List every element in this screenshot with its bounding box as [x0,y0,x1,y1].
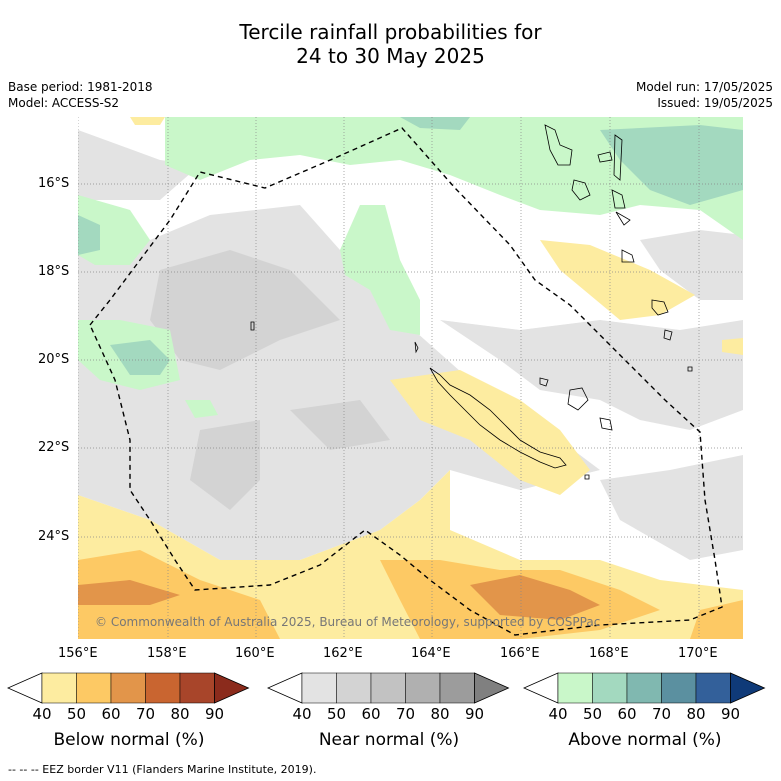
above-normal-region-tiny [185,400,218,418]
above-normal-region-north [165,117,743,240]
lon-label-168e: 168°E [589,646,629,661]
vanuatu-coast-2 [571,134,623,201]
colorbar-above-title: Above normal (%) [568,730,722,750]
colorbar-above-min-arrow [523,672,559,704]
chart-title-line2: 24 to 30 May 2025 [296,44,485,68]
colorbar-near-tick: 60 [361,705,381,723]
above-normal-region-northeast-strong [600,125,743,205]
base-period: Base period: 1981-2018 [8,80,153,94]
near-normal-region-south [600,455,743,560]
colorbar-above-tick: 80 [686,705,706,723]
near-normal-deep-1 [150,250,340,370]
copyright-notice: © Commonwealth of Australia 2025, Bureau… [95,615,601,629]
near-normal-deep-2 [190,420,260,510]
colorbar-above-tick: 90 [720,705,741,723]
lat-label-20s: 20°S [38,352,70,367]
colorbar-below-tick: 40 [32,705,52,723]
colorbar-below-tick: 80 [170,705,190,723]
above-normal-region-central [340,205,420,335]
colorbar-near-min-arrow [267,672,303,704]
new-caledonia-coast [429,367,567,469]
colorbar-below-title: Below normal (%) [53,730,205,750]
colorbar-above-segment [626,672,662,704]
colorbar-below-segment [76,672,112,704]
chart-title-line1: Tercile rainfall probabilities for [239,20,542,44]
colorbar-near-segment [439,672,475,704]
colorbar-below-min-arrow [7,672,43,704]
colorbar-above-max-arrow [730,672,766,704]
below-normal-region-south-mid [78,550,280,639]
lat-label-24s: 24°S [38,529,70,544]
colorbar-near-max-arrow [474,672,510,704]
colorbar-above-segment [695,672,731,704]
below-normal-region-strong-1 [78,580,180,605]
lon-label-162e: 162°E [323,646,363,661]
vanuatu-coast-1 [544,124,573,166]
colorbar-near-segment [370,672,406,704]
model-run: Model run: 17/05/2025 [635,80,773,94]
colorbar-below-tick: 90 [204,705,225,723]
colorbar-below-tick: 50 [66,705,87,723]
above-normal-region-north-strong [400,117,470,130]
below-normal-region-corner [690,600,743,639]
below-normal-region-small [722,338,743,355]
colorbar-below-tick: 70 [135,705,156,723]
vanuatu-coast-4 [651,299,673,341]
colorbar-near-title: Near normal (%) [318,730,460,750]
colorbar-above-tick: 60 [617,705,637,723]
colorbar-group [7,672,766,704]
colorbar-near-tick: 40 [292,705,312,723]
lat-label-22s: 22°S [38,440,70,455]
colorbar-above-tick: 70 [651,705,672,723]
lat-label-18s: 18°S [38,264,70,279]
eez-border [89,127,723,636]
colorbar-near-segment [301,672,337,704]
lat-label-16s: 16°S [38,176,70,191]
colorbar-below-segment [41,672,77,704]
below-normal-region-vanuatu [540,240,695,320]
lon-label-166e: 166°E [500,646,540,661]
model-name: Model: ACCESS-S2 [8,96,120,110]
lon-label-170e: 170°E [678,646,718,661]
vanuatu-coast-3 [611,189,635,263]
near-normal-region-east [440,320,743,430]
near-normal-deep-3 [290,400,390,450]
below-normal-region-strong-2 [470,575,600,620]
colorbar-below-max-arrow [214,672,250,704]
above-normal-region-west-strong [78,215,100,255]
colorbar-near-tick: 50 [326,705,347,723]
colorbar-above-segment [661,672,697,704]
loyalty-islands-coast [539,377,613,431]
colorbar-below-segment [110,672,146,704]
issued-date: Issued: 19/05/2025 [657,96,773,110]
eez-legend-note: -- -- -- EEZ border V11 (Flanders Marine… [8,763,317,776]
colorbar-below-segment [145,672,181,704]
small-islands [250,321,693,480]
near-normal-region-northeast [640,230,743,300]
colorbar-above-tick: 40 [548,705,568,723]
lon-label-164e: 164°E [411,646,451,661]
colorbar-near-segment [336,672,372,704]
lon-label-158e: 158°E [147,646,187,661]
colorbar-above-tick: 50 [582,705,603,723]
near-normal-region-northwest [78,130,200,200]
below-normal-region-top [130,117,165,125]
colorbar-above-segment [592,672,628,704]
lon-label-156e: 156°E [58,646,98,661]
above-normal-region-southwest-strong [110,340,170,375]
lon-label-160e: 160°E [235,646,275,661]
colorbar-near-tick: 70 [395,705,416,723]
colorbar-near-tick: 80 [430,705,450,723]
colorbar-near-tick: 90 [464,705,485,723]
colorbar-above-segment [557,672,593,704]
coastlines [250,124,693,480]
colorbar-below-segment [179,672,215,704]
graticule [78,117,743,639]
colorbar-near-segment [405,672,441,704]
colorbar-below-tick: 60 [101,705,121,723]
